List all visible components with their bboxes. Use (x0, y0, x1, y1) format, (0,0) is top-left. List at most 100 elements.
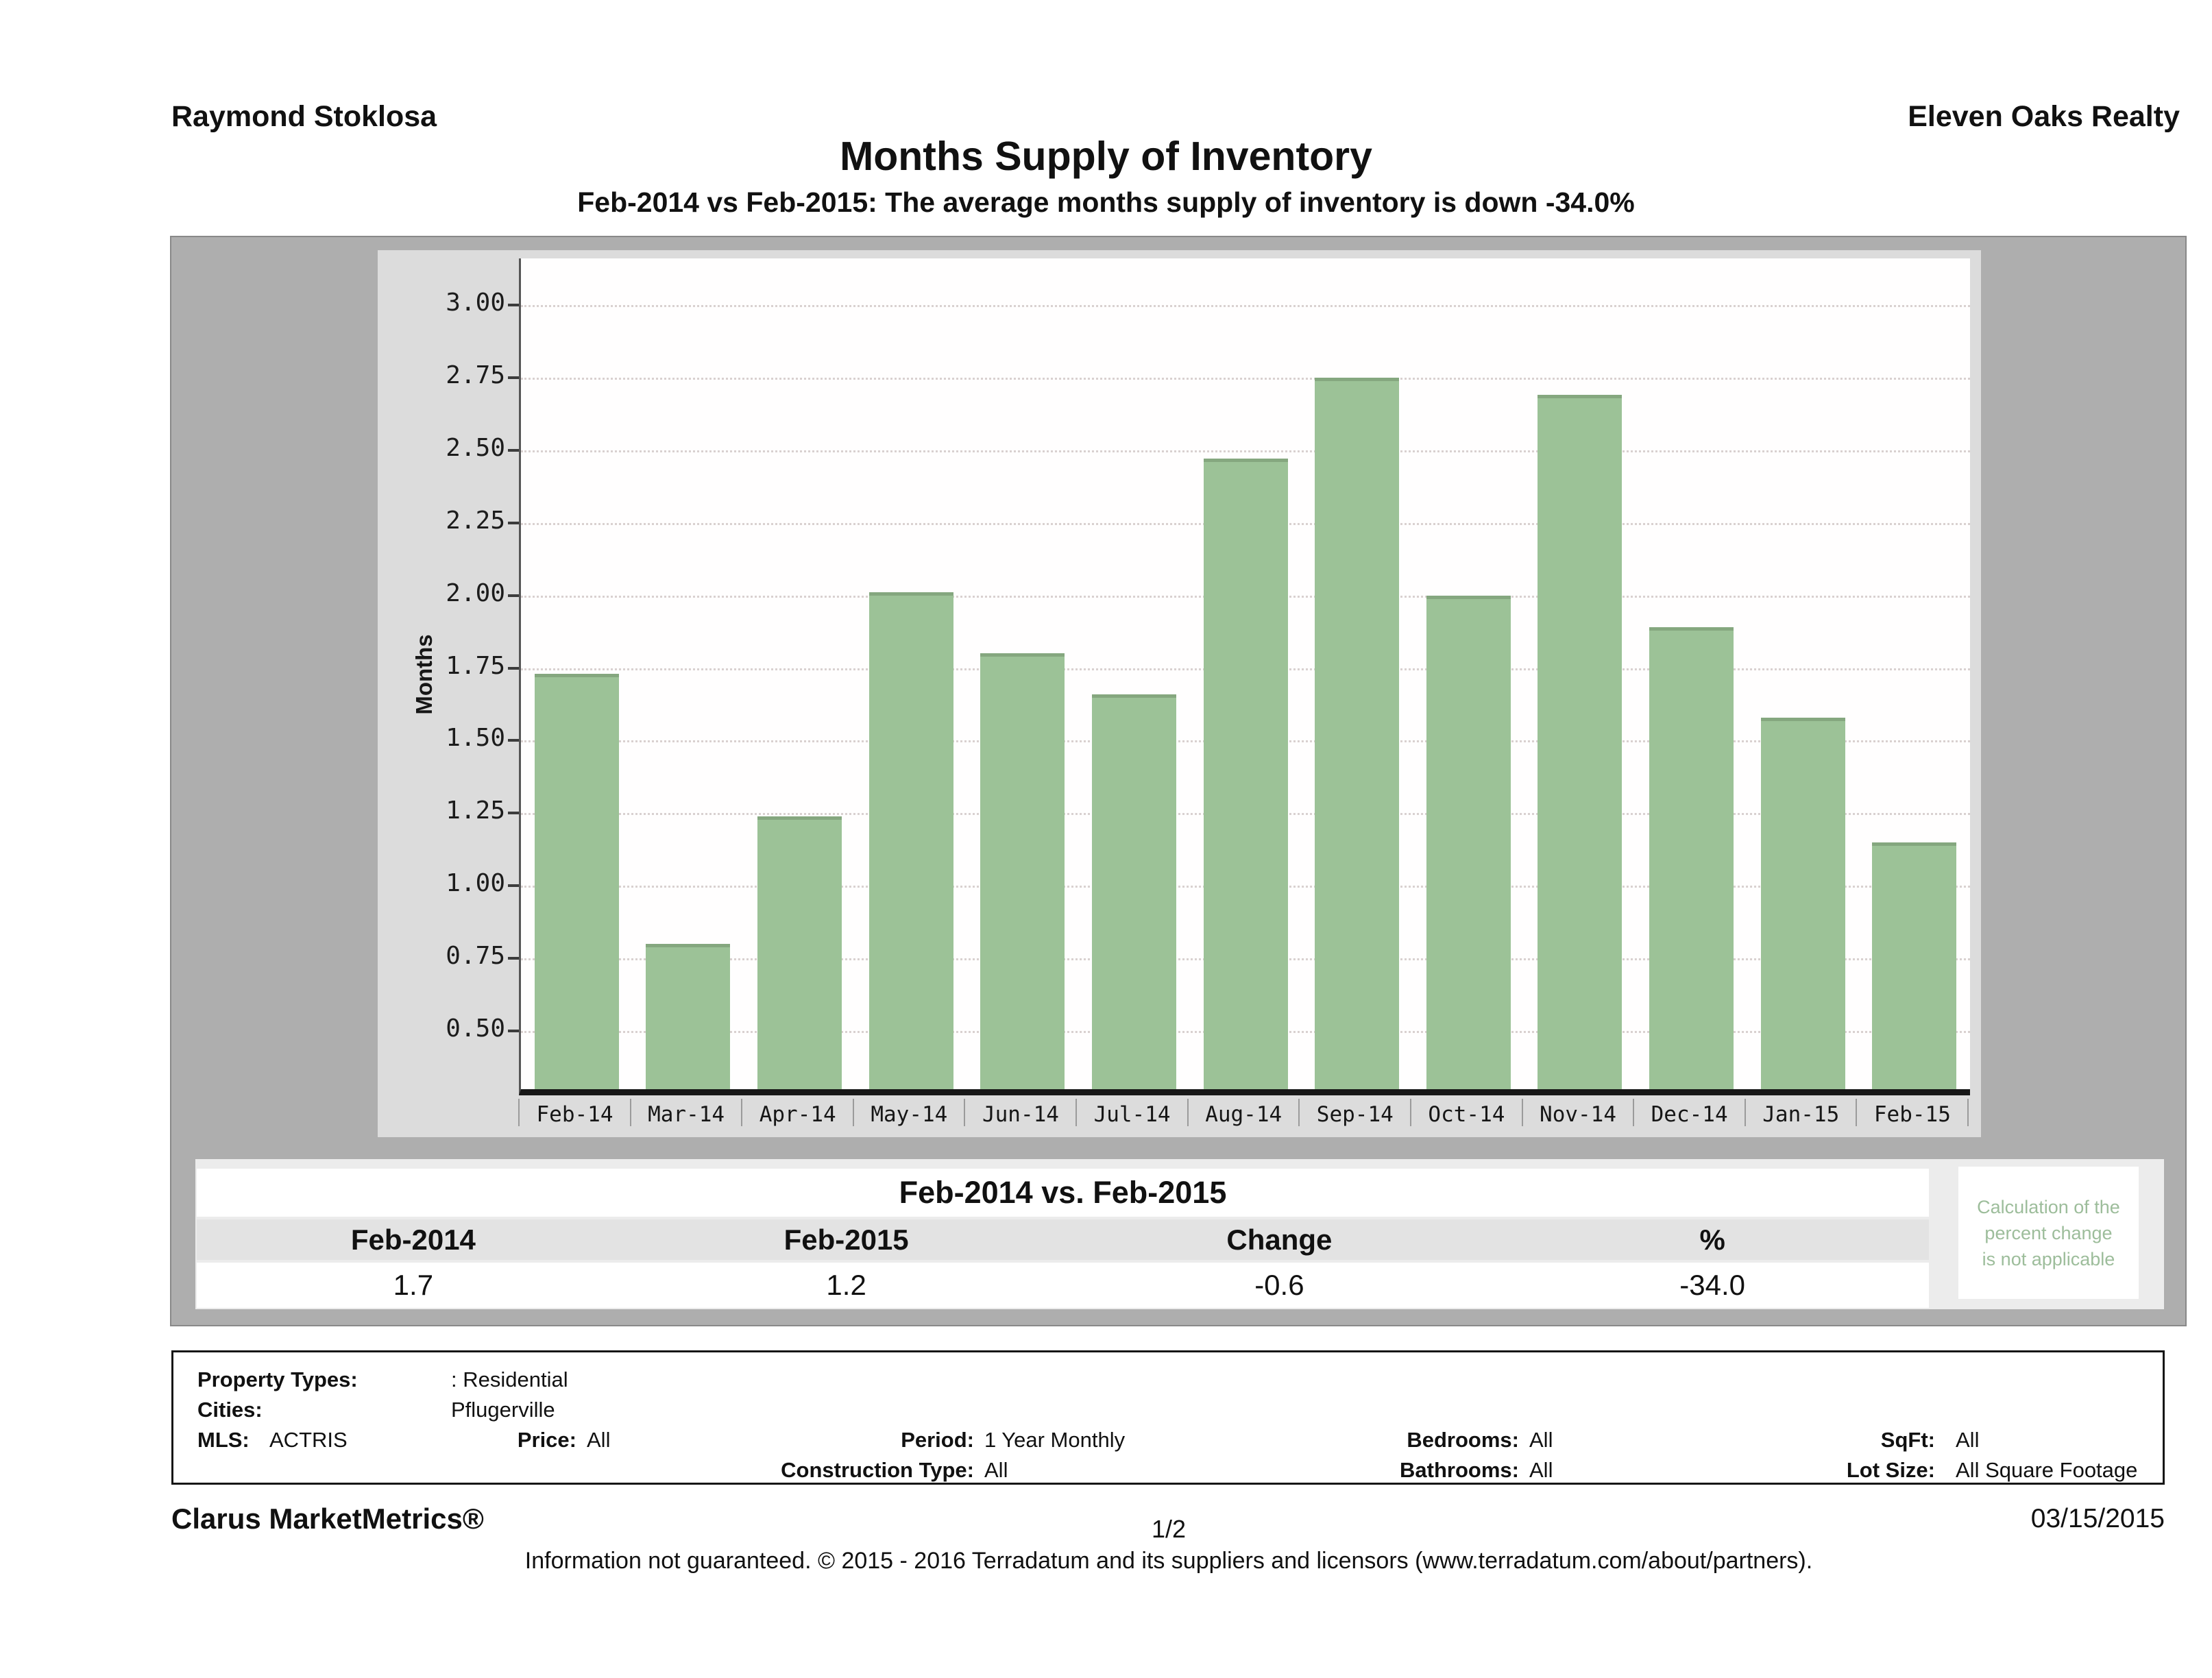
y-tick-label: 2.25 (446, 506, 505, 535)
chart-panel: Months 3.00 2.75 2.50 2.25 2.00 1.75 1.50 1.25 1… (378, 250, 1981, 1137)
percent-change-note-line: percent change (1984, 1222, 2113, 1243)
bathrooms-label: Bathrooms: (1400, 1458, 1519, 1482)
summary-column-header: Change (1226, 1224, 1333, 1256)
x-tick-label: Dec-14 (1651, 1102, 1728, 1127)
x-tick-label: Sep-14 (1316, 1102, 1394, 1127)
y-tick-mark (508, 521, 520, 524)
summary-column-header: Feb-2014 (350, 1224, 476, 1256)
x-tick-separator (1744, 1099, 1746, 1126)
bathrooms-value: All (1529, 1458, 1553, 1482)
bar-Mar-14 (646, 944, 731, 1089)
x-tick-separator (518, 1099, 520, 1126)
x-tick-label: Feb-15 (1873, 1102, 1951, 1127)
construction-type-label: Construction Type: (781, 1458, 974, 1482)
percent-change-note: Calculation of the percent change is not a… (1958, 1167, 2139, 1299)
x-tick-label: Jul-14 (1093, 1102, 1171, 1127)
y-tick-label: 2.00 (446, 579, 505, 607)
construction-type-value: All (984, 1458, 1008, 1482)
bar-Jun-14 (980, 653, 1065, 1089)
x-tick-label: Feb-14 (536, 1102, 613, 1127)
disclaimer: Information not guaranteed. © 2015 - 201… (524, 1548, 1813, 1574)
sqft-label: SqFt: (1880, 1428, 1935, 1452)
x-tick-label: Oct-14 (1428, 1102, 1505, 1127)
gridline (521, 377, 1970, 380)
x-tick-separator (964, 1099, 966, 1126)
summary-table-value-row: 1.7 1.2 -0.6 -34.0 (197, 1263, 1929, 1308)
cities-value: Pflugerville (451, 1398, 555, 1422)
bar-Jul-14 (1091, 694, 1176, 1089)
bar-Nov-14 (1538, 395, 1622, 1089)
brokerage-name: Eleven Oaks Realty (1908, 100, 2180, 133)
bar-Feb-14 (534, 674, 619, 1089)
y-tick-label: 1.75 (446, 651, 505, 680)
x-tick-separator (1298, 1099, 1300, 1126)
property-types-value: : Residential (451, 1367, 568, 1391)
x-tick-separator (1075, 1099, 1078, 1126)
x-tick-separator (1187, 1099, 1189, 1126)
x-tick-label: Mar-14 (648, 1102, 725, 1127)
x-tick-label: Jun-14 (982, 1102, 1059, 1127)
x-tick-separator (1856, 1099, 1858, 1126)
y-tick-label: 2.75 (446, 361, 505, 389)
x-tick-label: May-14 (871, 1102, 948, 1127)
x-tick-label: Aug-14 (1205, 1102, 1283, 1127)
x-tick-separator (1409, 1099, 1411, 1126)
bar-May-14 (868, 592, 953, 1089)
price-label: Price: (517, 1428, 576, 1452)
bar-Apr-14 (757, 816, 842, 1089)
y-tick-mark (508, 594, 520, 597)
report-title: Months Supply of Inventory (840, 134, 1372, 179)
x-tick-separator (1521, 1099, 1523, 1126)
summary-value: 1.2 (826, 1269, 866, 1301)
plot-area (519, 258, 1970, 1095)
x-tick-label: Nov-14 (1540, 1102, 1617, 1127)
y-tick-mark (508, 448, 520, 452)
x-tick-separator (1633, 1099, 1635, 1126)
summary-table: Feb-2014 vs. Feb-2015 Feb-2014 Feb-2015 Ch… (195, 1159, 2164, 1309)
y-tick-label: 3.00 (446, 288, 505, 317)
cities-label: Cities: (197, 1398, 263, 1422)
product-brand: Clarus MarketMetrics® (171, 1503, 484, 1535)
summary-table-title: Feb-2014 vs. Feb-2015 (197, 1169, 1929, 1217)
y-tick-label: 1.25 (446, 797, 505, 825)
percent-change-note-line: is not applicable (1982, 1248, 2115, 1269)
report-subtitle: Feb-2014 vs Feb-2015: The average months… (577, 186, 1635, 218)
y-tick-mark (508, 812, 520, 815)
percent-change-note-line: Calculation of the (1977, 1196, 2120, 1217)
x-tick-separator (741, 1099, 743, 1126)
price-value: All (587, 1428, 611, 1452)
page-number: 1/2 (1151, 1515, 1187, 1543)
summary-column-header: Feb-2015 (783, 1224, 909, 1256)
mls-value: ACTRIS (269, 1428, 348, 1452)
y-tick-mark (508, 884, 520, 888)
y-tick-mark (508, 666, 520, 670)
chart-container: Months 3.00 2.75 2.50 2.25 2.00 1.75 1.50 1.25 1… (170, 236, 2187, 1326)
gridline (521, 450, 1970, 452)
x-tick-label: Apr-14 (759, 1102, 836, 1127)
bar-Dec-14 (1649, 627, 1734, 1089)
criteria-box: Property Types: : Residential Cities: Pf… (171, 1350, 2165, 1485)
y-tick-mark (508, 957, 520, 960)
summary-value: -34.0 (1679, 1269, 1745, 1301)
bedrooms-value: All (1529, 1428, 1553, 1452)
bar-Oct-14 (1426, 595, 1511, 1089)
y-tick-mark (508, 1030, 520, 1033)
lot-size-label: Lot Size: (1846, 1458, 1935, 1482)
bar-Sep-14 (1315, 377, 1400, 1089)
period-label: Period: (901, 1428, 974, 1452)
y-tick-label: 1.00 (446, 869, 505, 898)
bedrooms-label: Bedrooms: (1407, 1428, 1519, 1452)
y-tick-label: 2.50 (446, 433, 505, 462)
agent-name: Raymond Stoklosa (171, 100, 437, 133)
y-tick-label: 0.75 (446, 942, 505, 971)
y-tick-label: 0.50 (446, 1014, 505, 1043)
summary-column-header: % (1699, 1224, 1725, 1256)
lot-size-value: All Square Footage (1956, 1458, 2138, 1482)
summary-value: 1.7 (393, 1269, 434, 1301)
report-date: 03/15/2015 (2030, 1504, 2165, 1533)
property-types-label: Property Types: (197, 1367, 358, 1391)
y-tick-mark (508, 376, 520, 379)
x-tick-separator (629, 1099, 631, 1126)
summary-table-header-row: Feb-2014 Feb-2015 Change% (197, 1219, 1929, 1260)
